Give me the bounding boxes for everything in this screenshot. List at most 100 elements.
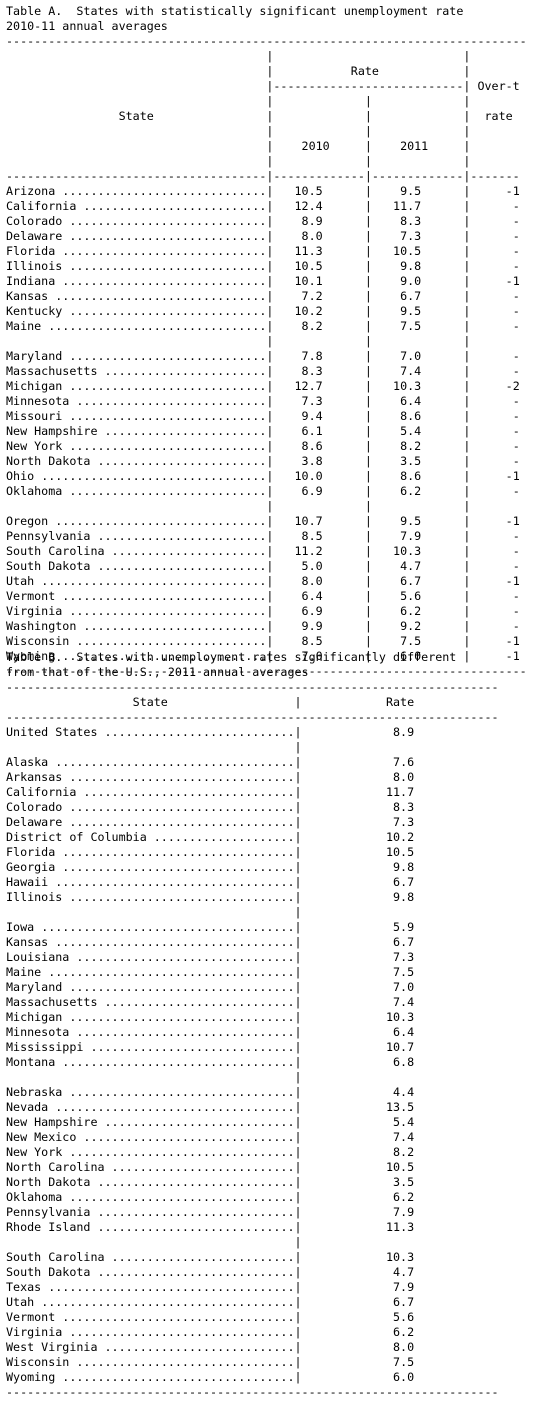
over-the-year-change: - bbox=[470, 319, 520, 333]
state-name: Pennsylvania bbox=[6, 1205, 91, 1219]
over-the-year-change: -1 bbox=[470, 274, 520, 288]
rate-2011: 9.8 bbox=[371, 259, 464, 273]
table-a: Table A. States with statistically signi… bbox=[6, 4, 527, 678]
header-rate: Rate bbox=[273, 64, 464, 78]
header-rate: Rate bbox=[301, 695, 499, 709]
rate-2010: 8.5 bbox=[273, 634, 365, 648]
rule-line: ----------------------------------------… bbox=[6, 1385, 499, 1399]
state-name: North Carolina bbox=[6, 1160, 105, 1174]
state-name: Indiana bbox=[6, 274, 56, 288]
rate-2010: 6.1 bbox=[273, 424, 365, 438]
state-name: South Carolina bbox=[6, 1250, 105, 1264]
rate-2011: 7.6 bbox=[301, 755, 415, 769]
rate-2011: 6.2 bbox=[371, 604, 464, 618]
table-title: Table A. States with statistically signi… bbox=[6, 4, 464, 18]
state-name: North Dakota bbox=[6, 454, 91, 468]
state-name: Virginia bbox=[6, 1325, 63, 1339]
rate-2011: 10.3 bbox=[371, 544, 464, 558]
rate-2011: 11.3 bbox=[301, 1220, 415, 1234]
rate-2010: 8.2 bbox=[273, 319, 365, 333]
rate-2011: 9.5 bbox=[371, 184, 464, 198]
rate-2010: 9.4 bbox=[273, 409, 365, 423]
state-name: New Mexico bbox=[6, 1130, 77, 1144]
rule-line: ----------------------------------------… bbox=[6, 664, 527, 678]
rate-2011: 8.3 bbox=[371, 214, 464, 228]
state-name: Utah bbox=[6, 1295, 35, 1309]
rate-2011: 3.5 bbox=[371, 454, 464, 468]
state-name: Delaware bbox=[6, 815, 63, 829]
state-name: Maryland bbox=[6, 980, 63, 994]
rate-2011: 7.9 bbox=[301, 1280, 415, 1294]
over-the-year-change: - bbox=[470, 424, 520, 438]
rate-2011: 6.7 bbox=[301, 875, 415, 889]
header-change: Over-t bbox=[477, 79, 520, 93]
rate-2010: 8.3 bbox=[273, 364, 365, 378]
rate-2010: 8.5 bbox=[273, 529, 365, 543]
rate-2011: 7.5 bbox=[301, 1355, 415, 1369]
header-state: State bbox=[6, 695, 295, 709]
state-name: South Dakota bbox=[6, 1265, 91, 1279]
state-name: Wyoming bbox=[6, 1370, 56, 1384]
table-b: Table B. States with unemployment rates … bbox=[6, 650, 499, 1399]
header-year-2011: 2011 bbox=[371, 139, 464, 153]
rate-2011: 5.6 bbox=[371, 589, 464, 603]
rate-2010: 11.3 bbox=[273, 244, 365, 258]
rate-2011: 9.5 bbox=[371, 304, 464, 318]
rate-2010: 10.5 bbox=[273, 184, 365, 198]
rate-2011: 6.0 bbox=[371, 649, 464, 663]
state-name: Illinois bbox=[6, 259, 63, 273]
rate-2011: 7.4 bbox=[301, 995, 415, 1009]
state-name: Wisconsin bbox=[6, 634, 70, 648]
rate-2011: 6.2 bbox=[371, 484, 464, 498]
rate-2010: 12.7 bbox=[273, 379, 365, 393]
rate-2010: 8.6 bbox=[273, 439, 365, 453]
rate-2011: 7.9 bbox=[371, 529, 464, 543]
over-the-year-change: - bbox=[470, 454, 520, 468]
rate-2011: 8.3 bbox=[301, 800, 415, 814]
rate-2010: 11.2 bbox=[273, 544, 365, 558]
state-name: South Dakota bbox=[6, 559, 91, 573]
state-name: Louisiana bbox=[6, 950, 70, 964]
state-name: United States bbox=[6, 725, 98, 739]
header-state: State bbox=[6, 109, 267, 123]
rate-2011: 9.0 bbox=[371, 274, 464, 288]
state-name: Colorado bbox=[6, 800, 63, 814]
rate-2011: 8.9 bbox=[301, 725, 415, 739]
state-name: Florida bbox=[6, 244, 56, 258]
state-name: South Carolina bbox=[6, 544, 105, 558]
table-title: Table B. States with unemployment rates … bbox=[6, 650, 457, 664]
state-name: Texas bbox=[6, 1280, 42, 1294]
over-the-year-change: - bbox=[470, 559, 520, 573]
rate-2011: 8.2 bbox=[301, 1145, 415, 1159]
state-name: Rhode Island bbox=[6, 1220, 91, 1234]
over-the-year-change: - bbox=[470, 529, 520, 543]
rate-2010: 7.2 bbox=[273, 289, 365, 303]
rate-2011: 10.3 bbox=[301, 1010, 415, 1024]
rate-2011: 10.3 bbox=[371, 379, 464, 393]
rate-2011: 6.4 bbox=[371, 394, 464, 408]
state-name: Minnesota bbox=[6, 1025, 70, 1039]
over-the-year-change: - bbox=[470, 394, 520, 408]
rate-2010: 8.0 bbox=[273, 574, 365, 588]
over-the-year-change: -1 bbox=[470, 574, 520, 588]
over-the-year-change: -2 bbox=[470, 379, 520, 393]
state-name: Maryland bbox=[6, 349, 63, 363]
over-the-year-change: - bbox=[470, 199, 520, 213]
state-name: Ohio bbox=[6, 469, 35, 483]
rate-2011: 5.4 bbox=[301, 1115, 415, 1129]
rate-2011: 6.0 bbox=[301, 1370, 415, 1384]
state-name: New Hampshire bbox=[6, 424, 98, 438]
state-name: New York bbox=[6, 439, 63, 453]
state-name: New Hampshire bbox=[6, 1115, 98, 1129]
over-the-year-change: - bbox=[470, 604, 520, 618]
rate-2010: 12.4 bbox=[273, 199, 365, 213]
rule-line: ----------------------------------------… bbox=[6, 34, 527, 48]
rate-2010: 6.9 bbox=[273, 484, 365, 498]
state-name: Hawaii bbox=[6, 875, 49, 889]
state-name: Kansas bbox=[6, 289, 49, 303]
state-name: Virginia bbox=[6, 604, 63, 618]
rate-2011: 6.7 bbox=[371, 574, 464, 588]
state-name: Pennsylvania bbox=[6, 529, 91, 543]
rate-2011: 6.4 bbox=[301, 1025, 415, 1039]
state-name: Wisconsin bbox=[6, 1355, 70, 1369]
